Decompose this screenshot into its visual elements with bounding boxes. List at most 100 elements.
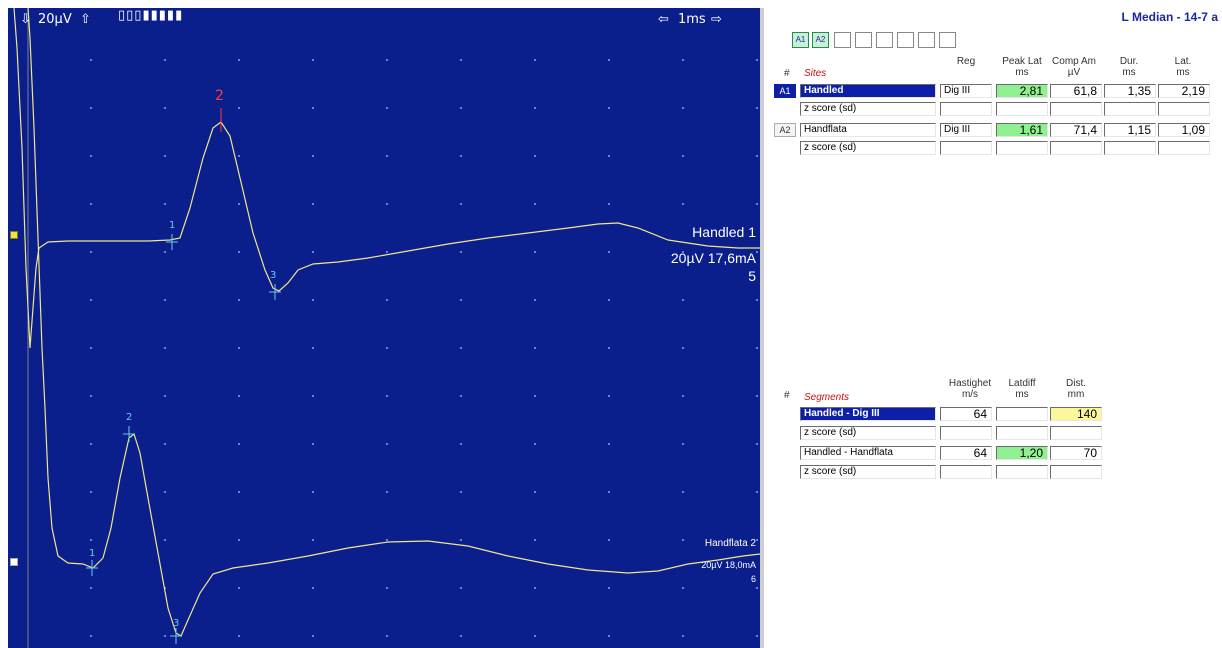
grid-dot [238, 347, 240, 349]
col-peak-lat-header: Peak Lat ms [1002, 56, 1042, 78]
trace-2-name: Handflata 2 [704, 538, 756, 549]
site-z-lat-handflata[interactable] [1158, 141, 1210, 155]
trace-1-marker-2-label: 2 [215, 88, 224, 104]
site-dur-handflata[interactable]: 1,15 [1104, 123, 1156, 137]
grid-dot [608, 155, 610, 157]
grid-dot [90, 395, 92, 397]
grid-dot [238, 395, 240, 397]
grid-dot [90, 491, 92, 493]
grid-dot [312, 155, 314, 157]
site-dur-handled[interactable]: 1,35 [1104, 84, 1156, 98]
grid-dot [312, 251, 314, 253]
site-reg-handled[interactable]: Dig III [940, 84, 992, 98]
timebase-label: 1ms [678, 12, 706, 27]
tab-empty-6[interactable] [897, 32, 914, 48]
grid-dot [756, 395, 758, 397]
site-name-handflata[interactable]: Handflata [800, 123, 936, 137]
site-z-reg-handled[interactable] [940, 102, 992, 116]
grid-dot [238, 587, 240, 589]
grid-dot [90, 107, 92, 109]
grid-dot [90, 155, 92, 157]
site-lat-handflata[interactable]: 1,09 [1158, 123, 1210, 137]
grid-dot [756, 251, 758, 253]
segment-z-velocity-handled-handflata[interactable] [940, 465, 992, 479]
grid-dot [386, 107, 388, 109]
segment-z-latdiff-handled-dig3[interactable] [996, 426, 1048, 440]
segment-name-handled-dig3[interactable]: Handled - Dig III [800, 407, 936, 421]
sites-hash-header: # [784, 68, 790, 79]
segment-z-label-handled-handflata: z score (sd) [800, 465, 936, 479]
grid-dot [164, 347, 166, 349]
site-z-comp-am-handled[interactable] [1050, 102, 1102, 116]
site-comp-am-handled[interactable]: 61,8 [1050, 84, 1102, 98]
segment-dist-handled-dig3[interactable]: 140 [1050, 407, 1102, 421]
site-z-lat-handled[interactable] [1158, 102, 1210, 116]
panel-divider[interactable] [760, 8, 764, 648]
trace-2-baseline-marker[interactable] [10, 558, 18, 566]
sensitivity-label: 20µV [38, 12, 72, 27]
site-z-peak-lat-handflata[interactable] [996, 141, 1048, 155]
segment-z-dist-handled-handflata[interactable] [1050, 465, 1102, 479]
grid-dot [386, 155, 388, 157]
grid-dot [164, 299, 166, 301]
grid-dot [534, 491, 536, 493]
segment-z-velocity-handled-dig3[interactable] [940, 426, 992, 440]
grid-dot [238, 59, 240, 61]
segment-z-dist-handled-dig3[interactable] [1050, 426, 1102, 440]
grid-dot [460, 203, 462, 205]
tab-empty-5[interactable] [876, 32, 893, 48]
grid-dot [312, 395, 314, 397]
site-badge-a1[interactable]: A1 [774, 84, 796, 98]
segment-latdiff-handled-dig3[interactable] [996, 407, 1048, 421]
tab-empty-8[interactable] [939, 32, 956, 48]
sensitivity-down-icon[interactable]: ⇩ [20, 12, 31, 27]
grid-dot [312, 635, 314, 637]
grid-dot [460, 491, 462, 493]
grid-dot [164, 203, 166, 205]
timebase-right-icon[interactable]: ⇨ [711, 12, 722, 27]
grid-dot [756, 107, 758, 109]
segment-dist-handled-handflata[interactable]: 70 [1050, 446, 1102, 460]
tab-a1[interactable]: A1 [792, 32, 809, 48]
trace-selector-icons[interactable]: ▯▯▯▮▮▮▮▮ [118, 8, 184, 23]
trace-2-waveform [27, 8, 760, 637]
waveform-canvas[interactable] [8, 8, 760, 648]
site-comp-am-handflata[interactable]: 71,4 [1050, 123, 1102, 137]
site-z-peak-lat-handled[interactable] [996, 102, 1048, 116]
trace-1-baseline-marker[interactable] [10, 231, 18, 239]
grid-dot [608, 251, 610, 253]
grid-dot [460, 59, 462, 61]
grid-dot [608, 107, 610, 109]
segment-name-handled-handflata[interactable]: Handled - Handflata [800, 446, 936, 460]
tab-a2[interactable]: A2 [812, 32, 829, 48]
waveform-panel[interactable]: ⇩ 20µV ⇧ ▯▯▯▮▮▮▮▮ ⇦ 1ms ⇨ 1 2 3 1 2 3 Ha… [8, 8, 760, 648]
trace-2-marker-2-label: 2 [126, 412, 133, 423]
site-z-dur-handled[interactable] [1104, 102, 1156, 116]
site-z-comp-am-handflata[interactable] [1050, 141, 1102, 155]
grid-dot [534, 155, 536, 157]
site-reg-handflata[interactable]: Dig III [940, 123, 992, 137]
site-z-reg-handflata[interactable] [940, 141, 992, 155]
tab-empty-3[interactable] [834, 32, 851, 48]
site-badge-a2[interactable]: A2 [774, 123, 796, 137]
grid-dot [386, 59, 388, 61]
sensitivity-up-icon[interactable]: ⇧ [80, 12, 91, 27]
segment-velocity-handled-handflata[interactable]: 64 [940, 446, 992, 460]
tab-empty-7[interactable] [918, 32, 935, 48]
grid-dot [534, 395, 536, 397]
grid-dot [682, 203, 684, 205]
site-peak-lat-handled[interactable]: 2,81 [996, 84, 1048, 98]
site-z-dur-handflata[interactable] [1104, 141, 1156, 155]
segment-velocity-handled-dig3[interactable]: 64 [940, 407, 992, 421]
timebase-left-icon[interactable]: ⇦ [658, 12, 669, 27]
grid-dot [386, 491, 388, 493]
grid-dot [682, 59, 684, 61]
site-peak-lat-handflata[interactable]: 1,61 [996, 123, 1048, 137]
tab-empty-4[interactable] [855, 32, 872, 48]
grid-dot [534, 107, 536, 109]
grid-dot [386, 203, 388, 205]
segment-latdiff-handled-handflata[interactable]: 1,20 [996, 446, 1048, 460]
site-lat-handled[interactable]: 2,19 [1158, 84, 1210, 98]
site-name-handled[interactable]: Handled [800, 84, 936, 98]
segment-z-latdiff-handled-handflata[interactable] [996, 465, 1048, 479]
